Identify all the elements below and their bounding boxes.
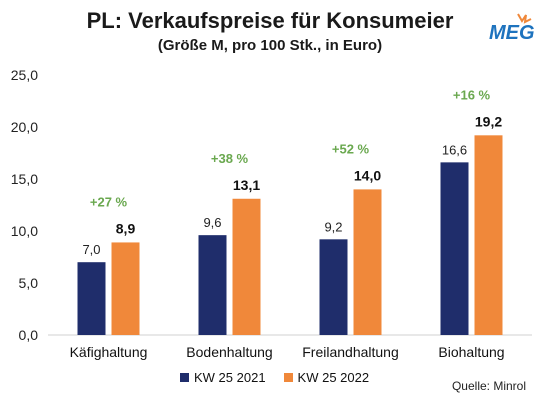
data-label-2021: 16,6 [442,142,467,157]
data-label-2022: 14,0 [354,167,381,183]
data-label-2022: 13,1 [233,177,260,193]
y-tick-label: 25,0 [11,67,38,83]
y-tick-label: 20,0 [11,119,38,135]
bar-2021 [440,162,469,335]
y-tick-label: 15,0 [11,171,38,187]
legend-label-2022: KW 25 2022 [297,370,370,385]
bar-2022 [353,189,382,335]
x-category-label: Käfighaltung [70,344,148,360]
change-label: +16 % [453,87,491,102]
change-label: +38 % [211,151,249,166]
legend-item-2022: KW 25 2022 [283,370,370,385]
legend-item-2021: KW 25 2021 [180,370,266,385]
y-tick-label: 5,0 [19,275,39,291]
bar-2022 [232,198,261,335]
data-label-2022: 19,2 [475,113,502,129]
y-tick-label: 10,0 [11,223,38,239]
meg-logo: MEG [489,13,534,42]
y-tick-label: 0,0 [19,327,39,343]
x-category-label: Biohaltung [438,344,504,360]
data-label-2022: 8,9 [116,220,136,236]
bar-2022 [111,242,140,335]
data-label-2021: 9,2 [324,219,342,234]
legend-label-2021: KW 25 2021 [194,370,266,385]
logo-flame-icon [517,13,532,24]
legend-swatch-2021 [180,373,189,382]
x-category-label: Bodenhaltung [186,344,272,360]
data-label-2021: 7,0 [82,242,100,257]
svg-text:MEG: MEG [489,22,534,42]
data-label-2021: 9,6 [203,215,221,230]
bar-2022 [474,135,503,335]
bar-2021 [319,239,348,335]
bar-2021 [198,235,227,335]
chart-subtitle: (Größe M, pro 100 Stk., in Euro) [157,37,383,54]
legend-swatch-2022 [283,373,293,382]
chart-title: PL: Verkaufspreise für Konsumeier [86,8,454,33]
legend: KW 25 2021 KW 25 2022 [180,370,369,385]
bar-2021 [77,262,106,335]
change-label: +27 % [90,194,128,209]
change-label: +52 % [332,141,370,156]
source-note: Quelle: Minrol [451,379,526,393]
x-category-label: Freilandhaltung [302,344,399,360]
